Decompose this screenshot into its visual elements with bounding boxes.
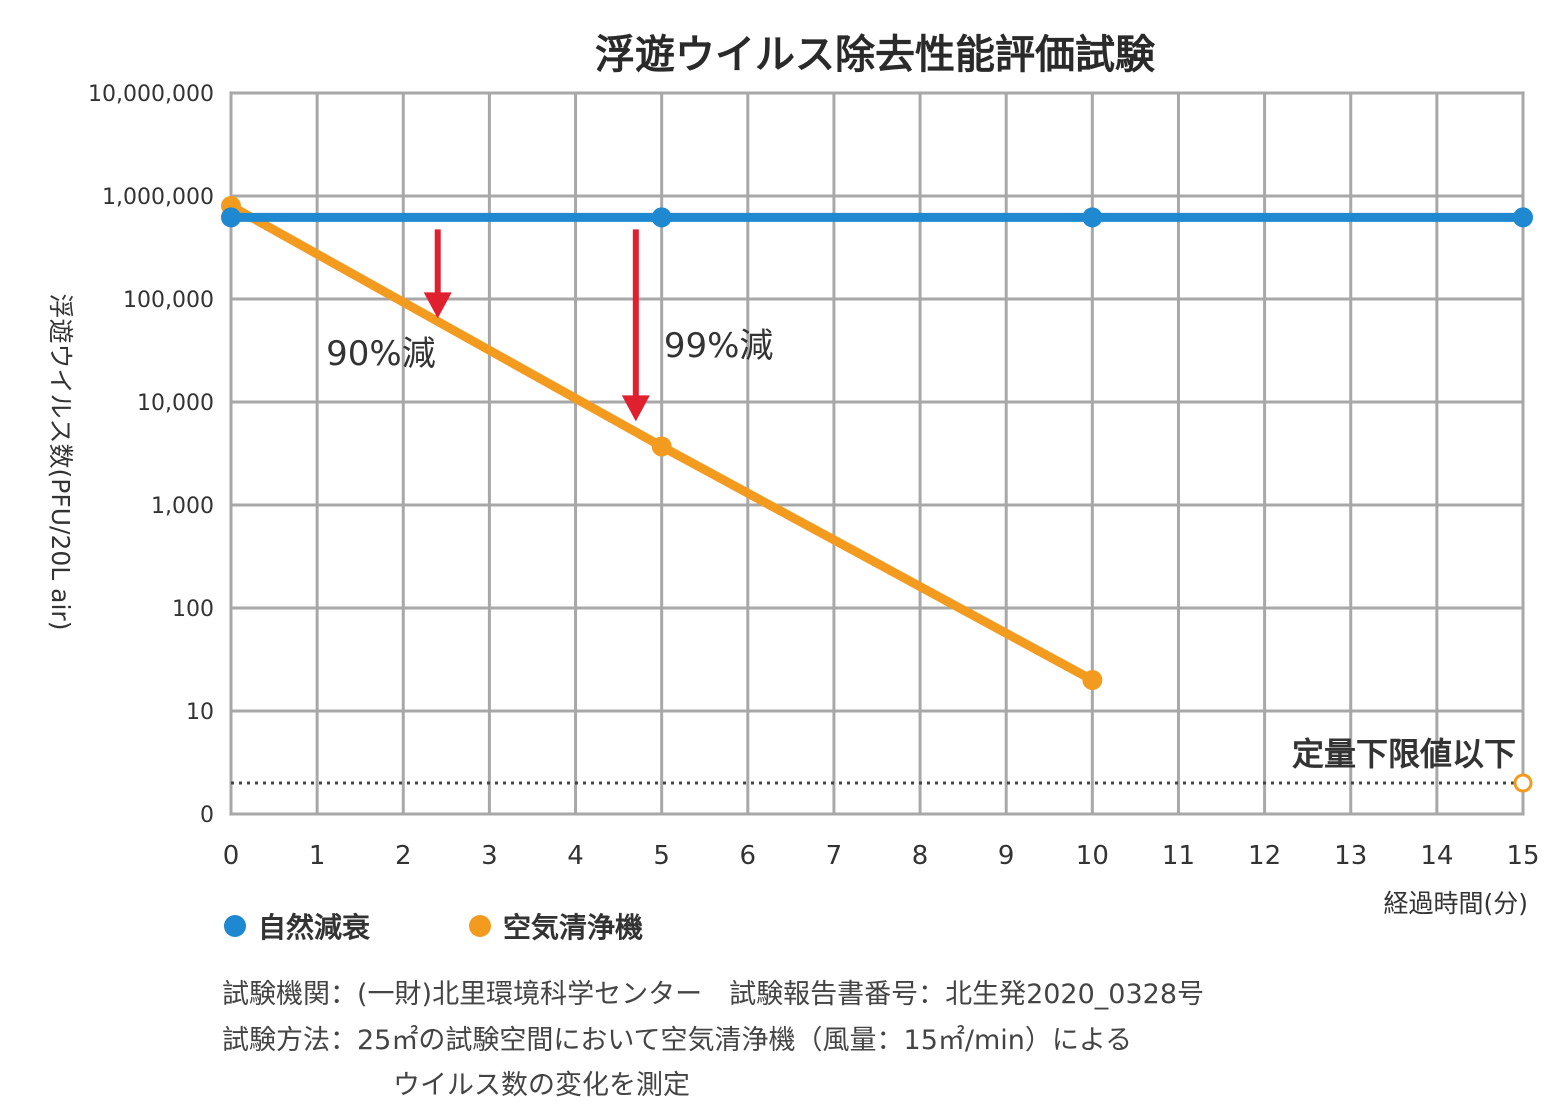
legend-label-natural: 自然減衰 <box>258 911 371 944</box>
x-tick-label: 10 <box>1076 841 1109 871</box>
series <box>221 195 1533 793</box>
x-tick-label: 13 <box>1334 841 1367 871</box>
y-tick-label: 1,000 <box>151 494 214 519</box>
x-tick-label: 14 <box>1420 841 1453 871</box>
data-point <box>651 207 672 228</box>
y-tick-label: 100,000 <box>123 288 214 313</box>
x-tick-label: 7 <box>826 841 843 871</box>
x-axis-label: 経過時間(分) <box>1383 889 1528 918</box>
x-tick-label: 0 <box>223 841 240 871</box>
footer-line-2: 試験方法：25㎡の試験空間において空気清浄機（風量：15㎡/min）による <box>222 1025 1132 1056</box>
data-point <box>221 207 241 228</box>
y-tick-label: 10 <box>186 700 214 725</box>
x-tick-label: 8 <box>912 841 929 871</box>
x-tick-label: 12 <box>1248 841 1281 871</box>
plot-frame <box>229 91 1525 816</box>
data-point <box>651 436 672 457</box>
x-axis-ticks: 0 1 2 3 4 5 6 7 8 9 10 11 12 13 14 15 <box>223 841 1540 871</box>
x-tick-label: 6 <box>740 841 757 871</box>
chart-title: 浮遊ウイルス除去性能評価試験 <box>595 32 1156 78</box>
legend-marker-natural <box>224 915 246 937</box>
data-point <box>1082 669 1103 690</box>
x-tick-label: 15 <box>1506 841 1539 871</box>
arrow-head <box>423 292 452 319</box>
data-point <box>1513 207 1533 228</box>
legend-label-purifier: 空気清浄機 <box>503 911 643 944</box>
x-tick-label: 2 <box>395 841 412 871</box>
y-tick-label: 1,000,000 <box>102 185 214 210</box>
grid <box>229 91 1525 816</box>
limit-label: 定量下限値以下 <box>1292 735 1516 773</box>
legend-marker-purifier <box>469 915 491 937</box>
x-tick-label: 3 <box>481 841 498 871</box>
legend: 自然減衰 空気清浄機 <box>224 911 643 944</box>
y-tick-label: 100 <box>172 597 214 622</box>
footer-line-1: 試験機関：(一財)北里環境科学センター 試験報告書番号：北生発2020_0328… <box>222 979 1204 1010</box>
annotations: 90%減 99%減 <box>326 229 774 422</box>
x-tick-label: 9 <box>998 841 1015 871</box>
arrow-head <box>621 395 650 422</box>
x-tick-label: 1 <box>309 841 326 871</box>
reduction-label: 90%減 <box>326 334 436 374</box>
below-limit-point <box>1513 773 1533 793</box>
data-point <box>1082 207 1103 228</box>
y-axis-label: 浮遊ウイルス数(PFU/20L air) <box>46 294 75 631</box>
x-tick-label: 11 <box>1162 841 1195 871</box>
x-tick-label: 4 <box>567 841 584 871</box>
reduction-label: 99%減 <box>664 326 774 366</box>
y-tick-label: 0 <box>200 803 214 828</box>
footer-line-3: ウイルス数の変化を測定 <box>393 1070 690 1101</box>
y-tick-label: 10,000 <box>137 391 214 416</box>
x-tick-label: 5 <box>653 841 670 871</box>
y-axis-ticks: 0 10 100 1,000 10,000 100,000 1,000,000 10,000,… <box>88 82 214 828</box>
y-tick-label: 10,000,000 <box>88 82 214 107</box>
